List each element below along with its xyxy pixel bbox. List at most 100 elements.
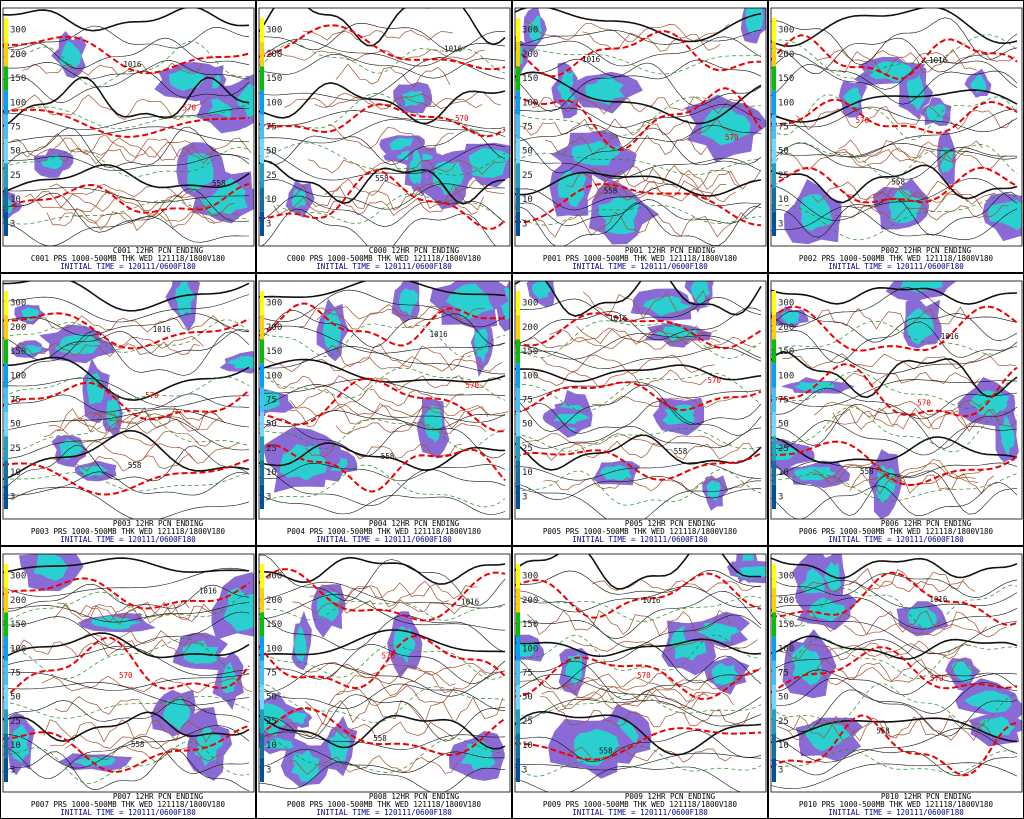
pressure-contour: [3, 153, 250, 172]
thickness-line: [515, 634, 762, 672]
precip-heavy: [291, 749, 320, 782]
colorbar-segment: [516, 436, 520, 461]
colorbar-segment: [772, 460, 776, 485]
border-line: [776, 716, 1000, 742]
colorbar-tick-label: 300: [266, 26, 282, 36]
border-line: [79, 601, 213, 623]
colorbar-tick-label: 75: [266, 123, 277, 133]
pressure-contour: [3, 8, 250, 32]
contour-label: 1016: [929, 56, 948, 65]
map-layer: 1016 570 558: [771, 8, 1022, 245]
colorbar-tick-label: 10: [266, 468, 277, 478]
pressure-contour: [259, 554, 506, 606]
freezing-thickness-line: [515, 449, 762, 481]
border-line: [784, 147, 1007, 171]
thickness-line: [771, 473, 1018, 502]
map-panel: 1016 570 558 300 200 150 100 75 50 25 10 3 C000 12HR…: [256, 0, 512, 273]
pressure-contour: [515, 644, 762, 690]
colorbar-tick-label: 75: [522, 123, 533, 133]
freezing-thickness-line: [771, 166, 1018, 204]
pressure-contour: [515, 752, 762, 771]
contour-label: 570: [381, 652, 395, 661]
precip-heavy: [969, 390, 1010, 416]
panel-title: P002 12HR PCN ENDING: [881, 246, 972, 255]
thickness-line: [3, 409, 250, 451]
precip-heavy: [979, 716, 1016, 738]
contour-label: 558: [674, 447, 688, 456]
pressure-contour: [771, 64, 1018, 105]
colorbar-tick-label: 300: [266, 572, 282, 582]
border-line: [290, 403, 489, 429]
panel-title: P001 12HR PCN ENDING: [625, 246, 716, 255]
panel-initial-time: INITIAL TIME = 120111/0600F180: [572, 535, 708, 544]
map-layer: 1016 570 558: [259, 281, 510, 515]
colorbar-segment: [260, 612, 264, 637]
colorbar-segment: [516, 66, 520, 91]
contour-label: 570: [930, 674, 944, 683]
colorbar-tick-label: 3: [522, 765, 527, 775]
colorbar-tick-label: 150: [266, 620, 282, 630]
thickness-line: [259, 464, 506, 508]
freezing-thickness-line: [515, 656, 762, 700]
precip-heavy: [906, 73, 925, 112]
pressure-contour: [515, 569, 762, 595]
pressure-contour: [3, 188, 250, 233]
panel-initial-time: INITIAL TIME = 120111/0600F180: [828, 808, 964, 817]
pressure-contour: [771, 345, 1018, 375]
contour-label: 558: [604, 186, 618, 195]
contour-label: 570: [725, 133, 739, 142]
border-line: [582, 31, 721, 52]
border-line: [12, 190, 235, 217]
border-line: [10, 137, 252, 158]
border-line: [262, 721, 455, 739]
border-line: [843, 623, 1007, 638]
pressure-contour: [771, 436, 1018, 464]
colorbar-segment: [260, 685, 264, 710]
precip-heavy: [409, 149, 422, 185]
colorbar-segment: [772, 412, 776, 437]
colorbar-tick-label: 75: [778, 669, 789, 679]
panel-border: [512, 0, 768, 273]
pressure-contour: [259, 281, 506, 298]
colorbar-segment: [516, 685, 520, 710]
contour-label: 570: [119, 671, 133, 680]
colorbar-segment: [4, 18, 8, 43]
contour-label: 1016: [461, 597, 480, 606]
colorbar-segment: [772, 387, 776, 413]
border-line: [827, 643, 972, 657]
pressure-contour: [515, 58, 762, 80]
colorbar-tick-label: 10: [266, 741, 277, 751]
panel-initial-time: INITIAL TIME = 120111/0600F180: [316, 808, 452, 817]
panel-subtitle: P008 PRS 1000-500MB THK WED 121118/1800V…: [287, 800, 482, 809]
colorbar-tick-label: 10: [10, 195, 21, 205]
colorbar-segment: [772, 757, 776, 782]
colorbar-tick-label: 10: [266, 195, 277, 205]
colorbar-tick-label: 300: [778, 299, 794, 309]
thickness-line: [3, 638, 250, 680]
colorbar-segment: [772, 564, 776, 589]
pressure-contour: [259, 110, 506, 130]
border-line: [328, 685, 456, 707]
pressure-contour: [515, 364, 762, 383]
pressure-contour: [3, 486, 250, 519]
precip-heavy: [951, 660, 972, 683]
pressure-contour: [771, 350, 1018, 399]
border-line: [800, 579, 976, 593]
contour-label: 1016: [430, 330, 449, 339]
pressure-contour: [259, 144, 506, 181]
precip-heavy: [226, 356, 254, 369]
panel-subtitle: P007 PRS 1000-500MB THK WED 121118/1800V…: [31, 800, 226, 809]
pressure-contour: [515, 202, 762, 246]
border-line: [303, 29, 454, 41]
colorbar-segment: [260, 42, 264, 67]
pressure-contour: [771, 321, 1018, 364]
pressure-contour: [771, 573, 1018, 599]
pressure-contour: [3, 108, 250, 130]
pressure-contour: [259, 22, 506, 52]
panel-initial-time: INITIAL TIME = 120111/0600F180: [572, 808, 708, 817]
contour-label: 1016: [929, 595, 948, 604]
colorbar-segment: [4, 90, 8, 115]
colorbar-segment: [4, 114, 8, 140]
pressure-contour: [515, 590, 762, 640]
border-line: [289, 755, 458, 775]
